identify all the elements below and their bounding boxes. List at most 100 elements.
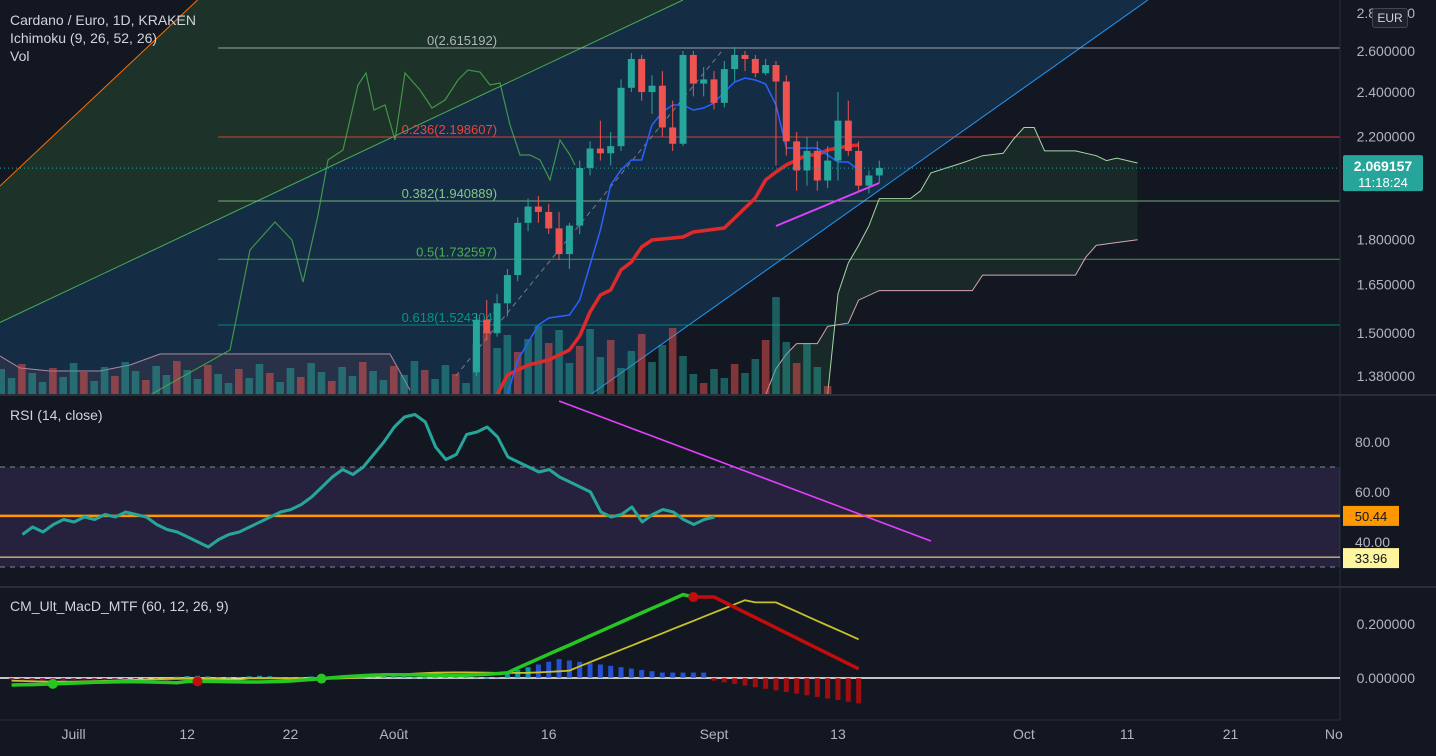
candle-body[interactable] bbox=[607, 146, 615, 154]
volume-legend[interactable]: Vol bbox=[10, 48, 30, 64]
volume-bar bbox=[245, 378, 253, 395]
candle-body[interactable] bbox=[545, 211, 553, 229]
volume-bar bbox=[679, 356, 687, 395]
candle-body[interactable] bbox=[824, 160, 832, 181]
ichimoku-legend[interactable]: Ichimoku (9, 26, 52, 26) bbox=[10, 30, 158, 46]
candle-body[interactable] bbox=[834, 120, 842, 161]
volume-bar bbox=[420, 370, 429, 395]
macd-histogram-bar bbox=[566, 660, 572, 678]
time-axis[interactable]: Juill 12 22 Août 16 Sept 13 Oct 11 21 No bbox=[0, 719, 1343, 742]
candle-body[interactable] bbox=[627, 58, 635, 88]
macd-title[interactable]: CM_Ult_MacD_MTF (60, 12, 26, 9) bbox=[10, 598, 229, 614]
main-legend: Cardano / Euro, 1D, KRAKEN Ichimoku (9, … bbox=[10, 11, 196, 65]
candle-body[interactable] bbox=[875, 167, 883, 176]
volume-bar bbox=[286, 368, 295, 395]
price-pane[interactable]: 0(2.615192) 0.236(2.198607) 0.382(1.940889… bbox=[0, 0, 1340, 395]
macd-histogram-bar bbox=[628, 668, 634, 678]
candle-body[interactable] bbox=[617, 87, 625, 147]
volume-bar bbox=[813, 367, 822, 395]
candle-body[interactable] bbox=[503, 275, 511, 304]
candle-body[interactable] bbox=[534, 206, 542, 212]
rsi-title[interactable]: RSI (14, close) bbox=[10, 407, 103, 423]
candle-body[interactable] bbox=[689, 54, 697, 84]
volume-bar bbox=[152, 366, 160, 395]
volume-bar bbox=[111, 376, 119, 395]
volume-bar bbox=[183, 370, 191, 395]
volume-bar bbox=[131, 371, 140, 395]
candle-body[interactable] bbox=[493, 303, 501, 334]
macd-histogram-bar bbox=[825, 678, 831, 699]
candle-body[interactable] bbox=[658, 85, 666, 128]
rsi-yellow-label: 33.96 bbox=[1355, 551, 1388, 566]
macd-histogram-bar bbox=[246, 676, 252, 678]
macd-cross-dot bbox=[47, 678, 58, 689]
candle-body[interactable] bbox=[762, 65, 770, 74]
candle-body[interactable] bbox=[514, 222, 522, 276]
candle-body[interactable] bbox=[586, 148, 594, 168]
currency-button[interactable]: EUR bbox=[1372, 8, 1408, 28]
candle-body[interactable] bbox=[720, 69, 728, 103]
rsi-yellow-badge bbox=[1343, 548, 1399, 569]
macd-pane[interactable]: 0.200000 0.000000 bbox=[0, 592, 1415, 704]
macd-histogram-bar bbox=[432, 676, 438, 678]
volume-bar bbox=[596, 357, 605, 395]
time-tick-label: 13 bbox=[830, 726, 846, 742]
candle-body[interactable] bbox=[772, 65, 780, 82]
candle-body[interactable] bbox=[855, 150, 863, 186]
price-tick-label: 2.600000 bbox=[1357, 43, 1416, 59]
candle-body[interactable] bbox=[565, 225, 573, 255]
candle-body[interactable] bbox=[813, 150, 821, 181]
price-axis[interactable]: 2.8000002.6000002.4000002.2000001.800000… bbox=[1339, 0, 1423, 720]
rsi-tick-label: 80.00 bbox=[1355, 434, 1390, 450]
rsi-tick-label: 60.00 bbox=[1355, 484, 1390, 500]
candle-body[interactable] bbox=[472, 319, 480, 373]
macd-histogram-bar bbox=[205, 676, 211, 678]
time-tick-label: 16 bbox=[541, 726, 557, 742]
volume-bar bbox=[772, 297, 780, 395]
candle-body[interactable] bbox=[793, 141, 801, 171]
candle-body[interactable] bbox=[596, 148, 604, 154]
symbol-title[interactable]: Cardano / Euro, 1D, KRAKEN bbox=[10, 12, 196, 28]
macd-histogram-bar bbox=[752, 678, 758, 688]
candle-body[interactable] bbox=[782, 81, 790, 142]
candle-body[interactable] bbox=[803, 150, 811, 171]
green-channel-fill bbox=[0, 0, 684, 395]
fib-level-label: 0.5(1.732597) bbox=[416, 244, 497, 259]
macd-histogram-bar bbox=[608, 665, 614, 678]
macd-histogram-bar bbox=[783, 678, 789, 693]
volume-bar bbox=[379, 380, 388, 395]
ichimoku-cloud bbox=[765, 127, 1138, 395]
candle-body[interactable] bbox=[700, 79, 708, 84]
candle-body[interactable] bbox=[638, 58, 646, 93]
volume-bar bbox=[193, 379, 202, 395]
candle-body[interactable] bbox=[865, 175, 873, 186]
candle-body[interactable] bbox=[741, 54, 749, 59]
candle-body[interactable] bbox=[751, 58, 759, 74]
macd-cross-dot bbox=[688, 592, 699, 602]
candle-body[interactable] bbox=[576, 167, 584, 226]
blue-channel-lower-line bbox=[589, 0, 1149, 395]
macd-line-up bbox=[11, 592, 694, 687]
volume-bar bbox=[338, 367, 346, 395]
candle-body[interactable] bbox=[483, 319, 491, 334]
candle-body[interactable] bbox=[679, 54, 687, 144]
volume-bar bbox=[0, 369, 6, 395]
macd-histogram-bar bbox=[577, 661, 583, 678]
volume-bar bbox=[348, 376, 357, 395]
rsi-pane[interactable]: 80.00 60.00 40.00 50.44 33.96 bbox=[0, 400, 1399, 569]
volume-bar bbox=[658, 345, 667, 395]
volume-bar bbox=[782, 342, 791, 395]
volume-bar bbox=[534, 326, 543, 395]
candle-body[interactable] bbox=[669, 127, 677, 144]
candle-body[interactable] bbox=[524, 206, 532, 223]
macd-histogram-bar bbox=[721, 678, 727, 683]
candle-body[interactable] bbox=[731, 54, 739, 70]
volume-bar bbox=[400, 375, 408, 395]
candle-body[interactable] bbox=[648, 85, 656, 93]
volume-bar bbox=[565, 363, 574, 395]
candle-body[interactable] bbox=[710, 79, 718, 103]
candle-body[interactable] bbox=[844, 120, 852, 151]
volume-bar bbox=[327, 381, 336, 395]
candle-body[interactable] bbox=[555, 228, 563, 255]
